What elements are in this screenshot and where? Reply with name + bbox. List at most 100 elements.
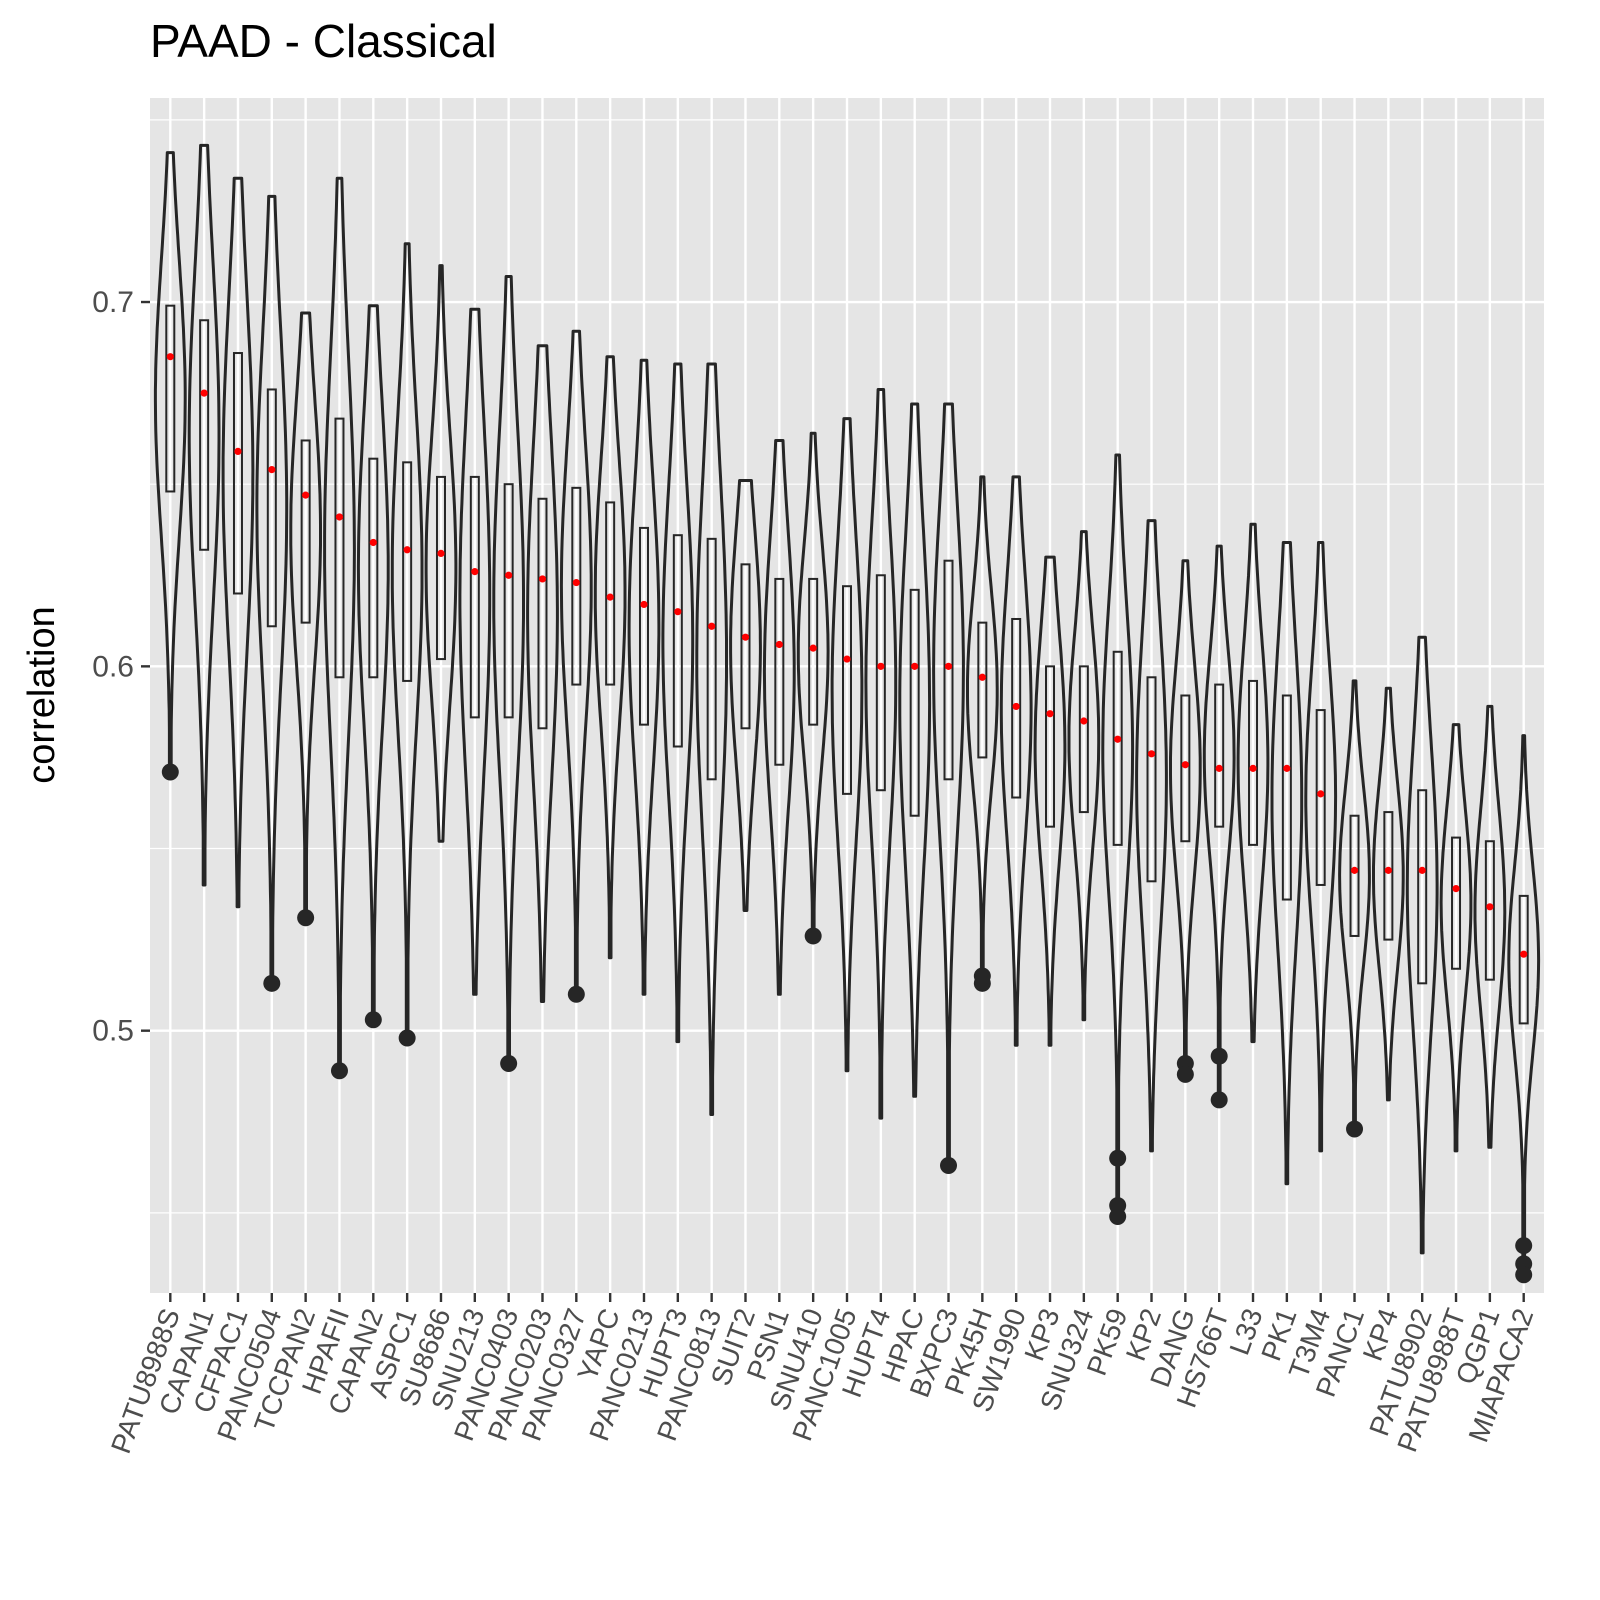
iqr-box — [1214, 683, 1225, 828]
outlier-point — [1515, 1237, 1533, 1255]
violin-panc0403 — [492, 275, 525, 1072]
iqr-box — [1011, 617, 1022, 799]
outlier-point — [1346, 1120, 1364, 1138]
violin-shape — [1236, 522, 1270, 1044]
violin-aspc1 — [390, 242, 424, 1047]
violin-hupt3 — [661, 362, 695, 1044]
violin-kp3 — [1033, 555, 1067, 1047]
violins — [153, 143, 1541, 1284]
outlier-point — [1515, 1266, 1533, 1284]
violin-hpac — [898, 402, 932, 1098]
mean-point — [471, 568, 479, 576]
outlier-point — [1109, 1207, 1127, 1225]
mean-point — [1249, 764, 1257, 772]
iqr-box — [1383, 811, 1394, 941]
iqr-box — [469, 475, 480, 719]
mean-point — [1046, 710, 1054, 718]
violin-shape — [898, 402, 932, 1098]
mean-point — [775, 640, 783, 649]
mean-point — [403, 546, 411, 554]
mean-point — [1181, 761, 1189, 769]
violin-cfpac1 — [221, 176, 255, 909]
violin-pk1 — [1270, 541, 1304, 1186]
violin-shape — [695, 362, 728, 1116]
iqr-box — [638, 526, 649, 726]
outlier-point — [973, 967, 991, 985]
iqr-box — [571, 486, 582, 686]
outlier-point — [364, 1011, 382, 1029]
violin-shape — [1033, 555, 1067, 1047]
violin-shape — [323, 176, 356, 1073]
violin-shape — [458, 307, 492, 996]
mean-point — [1147, 750, 1156, 758]
outlier-point — [330, 1062, 348, 1080]
violin-snu410 — [796, 431, 830, 945]
violin-snu213 — [458, 307, 492, 996]
mean-point — [1486, 903, 1494, 911]
mean-point — [166, 353, 174, 361]
mean-point — [268, 466, 276, 474]
outlier-point — [263, 974, 281, 992]
iqr-box — [334, 417, 345, 679]
violin-patu8988s — [153, 151, 187, 781]
mean-point — [606, 593, 614, 601]
iqr-box — [266, 388, 277, 628]
chart-title: PAAD - Classical — [150, 15, 497, 67]
iqr-box — [605, 501, 616, 686]
violin-sw1990 — [999, 475, 1033, 1047]
iqr-box — [232, 352, 243, 595]
mean-point — [1452, 884, 1460, 893]
violin-shape — [796, 431, 830, 938]
mean-point — [538, 575, 547, 583]
violin-shape — [1304, 541, 1338, 1153]
violin-shape — [1270, 541, 1304, 1186]
iqr-box — [1281, 694, 1292, 901]
violin-shape — [1067, 530, 1101, 1022]
violin-patu8902 — [1405, 635, 1439, 1255]
outlier-point — [1210, 1091, 1228, 1109]
y-tick-label: 0.7 — [92, 286, 134, 319]
violin-patu8988t — [1439, 723, 1473, 1153]
mean-point — [674, 608, 682, 616]
violin-shape — [153, 151, 187, 774]
iqr-box — [842, 585, 852, 795]
iqr-box — [1518, 894, 1529, 1025]
mean-point — [200, 389, 208, 397]
violin-shape — [255, 194, 289, 985]
mean-point — [1012, 702, 1020, 711]
outlier-point — [940, 1156, 958, 1174]
iqr-box — [300, 439, 311, 624]
violin-shape — [492, 275, 525, 1065]
violin-pk45h — [966, 475, 999, 992]
iqr-box — [402, 461, 413, 682]
violin-panc0327 — [559, 329, 593, 1003]
grid-lines — [150, 98, 1544, 1293]
mean-point — [369, 538, 377, 547]
violin-panc1005 — [830, 417, 864, 1073]
mean-point — [234, 447, 242, 455]
iqr-box — [1349, 814, 1360, 937]
mean-point — [1418, 866, 1426, 874]
violin-shape — [1473, 704, 1507, 1149]
violin-shape — [289, 311, 322, 920]
violin-shape — [390, 242, 424, 1040]
mean-point — [1520, 950, 1528, 958]
x-axis: PATU8988SCAPAN1CFPAC1PANC0504TCCPAN2HPAF… — [105, 1293, 1539, 1457]
iqr-box — [1315, 709, 1326, 886]
mean-point — [437, 549, 445, 558]
violin-capan2 — [356, 304, 390, 1029]
violin-shape — [1169, 559, 1202, 1076]
iqr-box — [943, 559, 954, 781]
outlier-point — [1210, 1047, 1228, 1065]
mean-point — [1317, 790, 1325, 798]
violin-shape — [966, 475, 999, 985]
violin-qgp1 — [1473, 704, 1507, 1149]
outlier-point — [1176, 1065, 1194, 1083]
violin-hs766t — [1202, 544, 1236, 1109]
mean-point — [843, 655, 851, 663]
iqr-box — [1146, 676, 1157, 883]
violin-shape — [932, 402, 965, 1167]
violin-shape — [729, 479, 762, 912]
mean-point — [1114, 735, 1122, 743]
